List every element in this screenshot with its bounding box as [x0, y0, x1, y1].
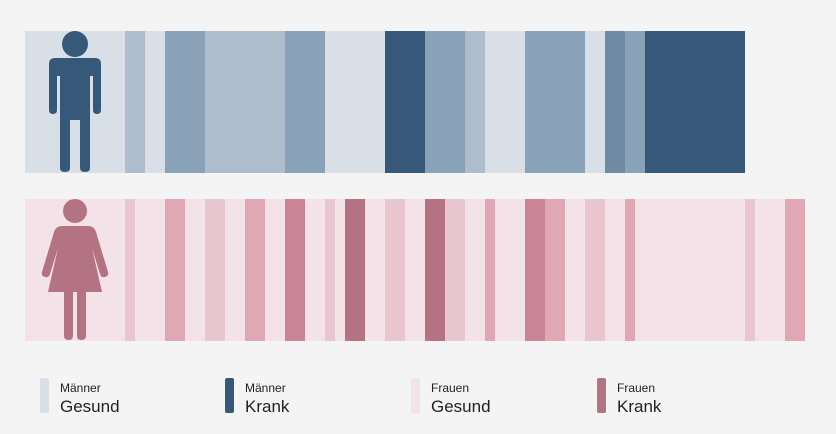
women-band-9 — [445, 199, 465, 341]
legend-men-healthy: Männer Gesund — [40, 378, 200, 418]
men-band-1 — [125, 31, 145, 173]
legend-group-label: Männer — [245, 381, 286, 395]
women-band-6 — [345, 199, 365, 341]
legend-women-healthy: Frauen Gesund — [411, 378, 571, 418]
women-band-10 — [485, 199, 495, 341]
men-band-2 — [165, 31, 205, 173]
woman-icon — [41, 199, 109, 340]
women-band-1 — [165, 199, 185, 341]
women-band-3 — [245, 199, 265, 341]
women-band-2 — [205, 199, 225, 341]
men-band-7 — [465, 31, 485, 173]
legend-women-sick: Frauen Krank — [597, 378, 757, 418]
men-band-10 — [625, 31, 645, 173]
legend-men-sick: Männer Krank — [225, 378, 385, 418]
legend-swatch — [225, 378, 234, 413]
women-band-4 — [285, 199, 305, 341]
legend-status-label: Krank — [617, 397, 662, 416]
women-band-5 — [325, 199, 335, 341]
legend-swatch — [597, 378, 606, 413]
women-band-16 — [785, 199, 805, 341]
men-band-9 — [605, 31, 625, 173]
legend-swatch — [411, 378, 420, 413]
women-strip — [25, 199, 805, 341]
legend-group-label: Frauen — [617, 381, 656, 395]
legend-swatch — [40, 378, 49, 413]
men-band-5 — [385, 31, 425, 173]
legend-group-label: Männer — [60, 381, 101, 395]
men-band-6 — [425, 31, 465, 173]
men-band-3 — [205, 31, 285, 173]
women-strip-background — [25, 199, 805, 341]
women-band-15 — [745, 199, 755, 341]
legend-status-label: Krank — [245, 397, 290, 416]
legend-status-label: Gesund — [60, 397, 120, 416]
women-band-8 — [425, 199, 445, 341]
women-band-7 — [385, 199, 405, 341]
legend-group-label: Frauen — [431, 381, 470, 395]
men-band-8 — [525, 31, 585, 173]
men-strip — [25, 31, 745, 173]
man-icon — [49, 31, 101, 172]
legend-status-label: Gesund — [431, 397, 491, 416]
men-band-4 — [285, 31, 325, 173]
women-band-13 — [585, 199, 605, 341]
women-band-14 — [625, 199, 635, 341]
women-band-0 — [125, 199, 135, 341]
women-band-12 — [545, 199, 565, 341]
women-band-11 — [525, 199, 545, 341]
men-band-11 — [645, 31, 745, 173]
